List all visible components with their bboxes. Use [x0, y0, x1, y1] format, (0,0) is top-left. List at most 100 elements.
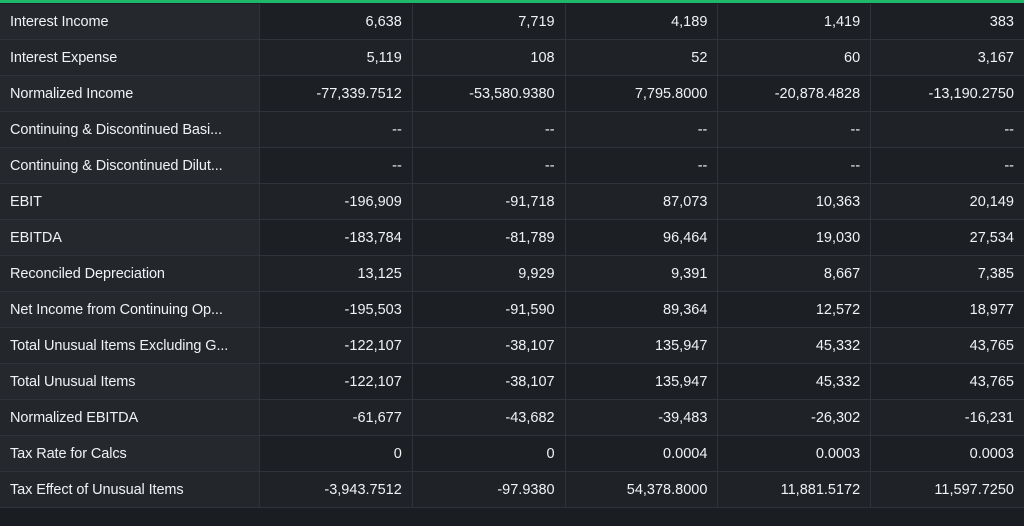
- top-accent-bar: [0, 0, 1024, 3]
- table-row: Tax Effect of Unusual Items -3,943.7512 …: [0, 472, 1024, 508]
- row-value: -16,231: [871, 400, 1024, 435]
- row-value: --: [260, 112, 413, 147]
- row-value: 0.0004: [565, 436, 719, 471]
- row-value: -81,789: [412, 220, 566, 255]
- row-value: -91,718: [412, 184, 566, 219]
- row-label: Tax Rate for Calcs: [0, 436, 260, 471]
- table-row: Tax Rate for Calcs 0 0 0.0004 0.0003 0.0…: [0, 436, 1024, 472]
- table-row: Net Income from Continuing Op... -195,50…: [0, 292, 1024, 328]
- row-value: 0: [412, 436, 566, 471]
- row-value: -122,107: [260, 328, 413, 363]
- table-row: Interest Income 6,638 7,719 4,189 1,419 …: [0, 4, 1024, 40]
- row-value: 0.0003: [871, 436, 1024, 471]
- row-value: 108: [412, 40, 566, 75]
- row-value: -3,943.7512: [260, 472, 413, 507]
- row-value: --: [565, 112, 719, 147]
- row-label: EBIT: [0, 184, 260, 219]
- row-value: 5,119: [260, 40, 413, 75]
- row-value: -97.9380: [412, 472, 566, 507]
- row-value: 4,189: [565, 4, 719, 39]
- row-value: 9,929: [412, 256, 566, 291]
- row-value: 11,597.7250: [871, 472, 1024, 507]
- row-label: Interest Expense: [0, 40, 260, 75]
- row-value: 8,667: [718, 256, 872, 291]
- row-value: -122,107: [260, 364, 413, 399]
- row-value: --: [718, 112, 872, 147]
- row-value: --: [412, 148, 566, 183]
- row-value: -39,483: [565, 400, 719, 435]
- row-value: 60: [718, 40, 872, 75]
- row-value: 0: [260, 436, 413, 471]
- table-row: EBITDA -183,784 -81,789 96,464 19,030 27…: [0, 220, 1024, 256]
- row-value: 7,385: [871, 256, 1024, 291]
- row-label: Normalized EBITDA: [0, 400, 260, 435]
- row-value: --: [565, 148, 719, 183]
- row-value: -183,784: [260, 220, 413, 255]
- row-value: 10,363: [718, 184, 872, 219]
- row-label: EBITDA: [0, 220, 260, 255]
- row-label: Net Income from Continuing Op...: [0, 292, 260, 327]
- row-value: 43,765: [871, 364, 1024, 399]
- financials-table: Interest Income 6,638 7,719 4,189 1,419 …: [0, 4, 1024, 508]
- table-row: Normalized EBITDA -61,677 -43,682 -39,48…: [0, 400, 1024, 436]
- row-value: -43,682: [412, 400, 566, 435]
- row-label: Total Unusual Items: [0, 364, 260, 399]
- row-value: 13,125: [260, 256, 413, 291]
- row-value: -38,107: [412, 328, 566, 363]
- row-value: 12,572: [718, 292, 872, 327]
- row-value: 3,167: [871, 40, 1024, 75]
- table-row: Normalized Income -77,339.7512 -53,580.9…: [0, 76, 1024, 112]
- row-value: 20,149: [871, 184, 1024, 219]
- table-row: Continuing & Discontinued Basi... -- -- …: [0, 112, 1024, 148]
- row-label: Tax Effect of Unusual Items: [0, 472, 260, 507]
- row-label: Continuing & Discontinued Basi...: [0, 112, 260, 147]
- row-value: 6,638: [260, 4, 413, 39]
- row-value: --: [871, 112, 1024, 147]
- row-label: Total Unusual Items Excluding G...: [0, 328, 260, 363]
- row-value: 135,947: [565, 328, 719, 363]
- row-value: 43,765: [871, 328, 1024, 363]
- row-value: 383: [871, 4, 1024, 39]
- row-value: 45,332: [718, 364, 872, 399]
- row-value: 45,332: [718, 328, 872, 363]
- table-row: EBIT -196,909 -91,718 87,073 10,363 20,1…: [0, 184, 1024, 220]
- table-row: Interest Expense 5,119 108 52 60 3,167: [0, 40, 1024, 76]
- row-value: 52: [565, 40, 719, 75]
- row-value: -196,909: [260, 184, 413, 219]
- row-value: --: [412, 112, 566, 147]
- row-value: --: [718, 148, 872, 183]
- row-value: 7,719: [412, 4, 566, 39]
- row-value: -61,677: [260, 400, 413, 435]
- row-value: -38,107: [412, 364, 566, 399]
- table-row: Total Unusual Items -122,107 -38,107 135…: [0, 364, 1024, 400]
- table-row: Continuing & Discontinued Dilut... -- --…: [0, 148, 1024, 184]
- row-value: --: [871, 148, 1024, 183]
- row-value: 0.0003: [718, 436, 872, 471]
- row-value: 54,378.8000: [565, 472, 719, 507]
- row-value: 19,030: [718, 220, 872, 255]
- row-value: 18,977: [871, 292, 1024, 327]
- row-value: -53,580.9380: [412, 76, 566, 111]
- row-value: 89,364: [565, 292, 719, 327]
- row-value: 9,391: [565, 256, 719, 291]
- row-value: 7,795.8000: [565, 76, 719, 111]
- table-row: Total Unusual Items Excluding G... -122,…: [0, 328, 1024, 364]
- row-label: Normalized Income: [0, 76, 260, 111]
- row-value: -13,190.2750: [871, 76, 1024, 111]
- row-label: Reconciled Depreciation: [0, 256, 260, 291]
- row-value: 87,073: [565, 184, 719, 219]
- row-value: 135,947: [565, 364, 719, 399]
- row-value: -20,878.4828: [718, 76, 872, 111]
- row-label: Continuing & Discontinued Dilut...: [0, 148, 260, 183]
- row-value: 11,881.5172: [718, 472, 872, 507]
- row-value: -77,339.7512: [260, 76, 413, 111]
- row-value: 27,534: [871, 220, 1024, 255]
- row-value: --: [260, 148, 413, 183]
- row-value: 1,419: [718, 4, 872, 39]
- row-value: -91,590: [412, 292, 566, 327]
- row-value: 96,464: [565, 220, 719, 255]
- row-value: -195,503: [260, 292, 413, 327]
- row-value: -26,302: [718, 400, 872, 435]
- table-row: Reconciled Depreciation 13,125 9,929 9,3…: [0, 256, 1024, 292]
- row-label: Interest Income: [0, 4, 260, 39]
